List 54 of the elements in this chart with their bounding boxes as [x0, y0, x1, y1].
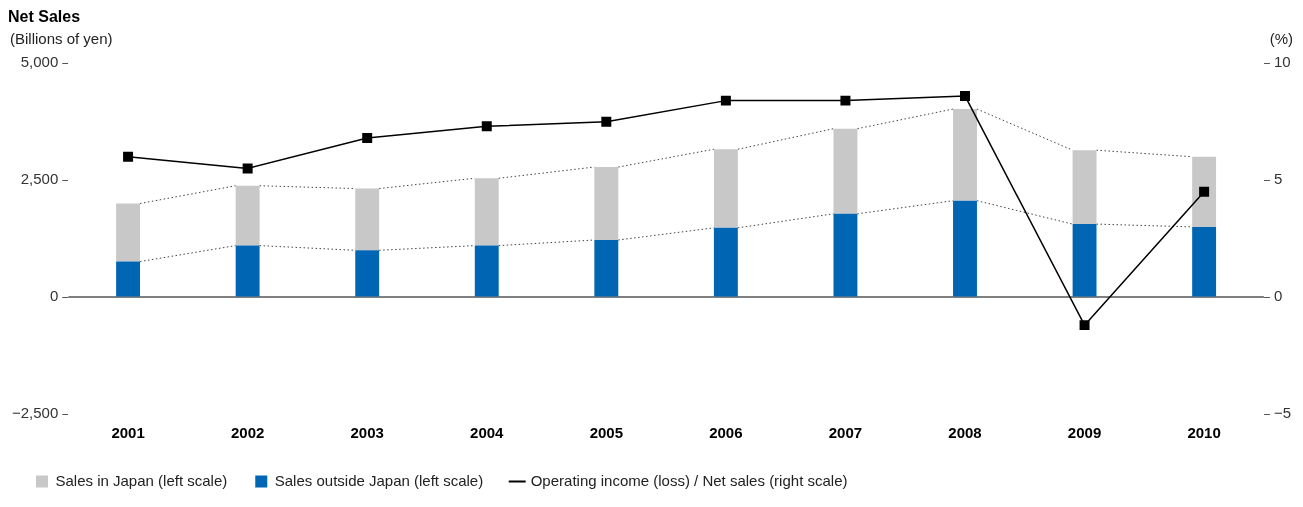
- bar: [1192, 156, 1217, 227]
- y2-tick-label: 10: [1273, 53, 1291, 71]
- bar: [833, 128, 858, 214]
- y-tick-label: 5,000: [20, 53, 59, 71]
- bar: [594, 167, 619, 240]
- point: [1199, 186, 1210, 197]
- legend-label: Sales outside Japan (left scale): [274, 471, 484, 489]
- bar: [1072, 224, 1097, 297]
- point: [123, 151, 134, 162]
- point: [1079, 320, 1090, 331]
- legend-label: Sales in Japan (left scale): [55, 471, 228, 489]
- x-tick-label: 2009: [1067, 424, 1102, 442]
- point: [840, 95, 851, 106]
- bar: [474, 178, 499, 246]
- point: [481, 121, 492, 132]
- chart-title: Net Sales: [8, 8, 81, 26]
- bar: [474, 245, 499, 297]
- bar: [713, 149, 738, 228]
- y-tick-label: 2,500: [20, 170, 59, 188]
- x-tick-label: 2001: [111, 424, 145, 442]
- bar: [833, 213, 858, 297]
- bar: [953, 109, 977, 201]
- bar: [953, 200, 977, 297]
- y-tick-label: −2,500: [12, 404, 59, 422]
- x-tick-label: 2005: [589, 424, 623, 442]
- point: [720, 95, 731, 106]
- x-tick-label: 2004: [470, 424, 505, 442]
- point: [601, 116, 612, 127]
- x-tick-label: 2003: [350, 424, 384, 442]
- bar: [235, 245, 260, 297]
- bar: [235, 185, 260, 246]
- bar: [355, 250, 380, 297]
- y-axis-title: (Billions of yen): [10, 29, 113, 47]
- bar: [713, 227, 738, 297]
- bar: [355, 188, 380, 251]
- bar: [1072, 150, 1097, 225]
- y2-axis-title: (%): [1269, 29, 1293, 47]
- bar: [116, 261, 141, 297]
- point: [362, 133, 373, 144]
- bar: [1192, 226, 1217, 297]
- bar: [594, 240, 619, 297]
- point: [242, 163, 253, 174]
- x-tick-label: 2002: [230, 424, 265, 442]
- legend-label: Operating income (loss) / Net sales (right scale): [530, 471, 848, 489]
- bar: [116, 203, 141, 262]
- y2-tick-label: 5: [1273, 170, 1283, 188]
- x-tick-label: 2010: [1187, 424, 1221, 442]
- y2-tick-label: 0: [1273, 287, 1283, 305]
- y2-tick-label: −5: [1273, 404, 1292, 422]
- x-tick-label: 2006: [709, 424, 743, 442]
- point: [960, 90, 970, 101]
- x-tick-label: 2007: [828, 424, 863, 442]
- x-tick-label: 2008: [948, 424, 982, 442]
- y-tick-label: 0: [49, 287, 59, 305]
